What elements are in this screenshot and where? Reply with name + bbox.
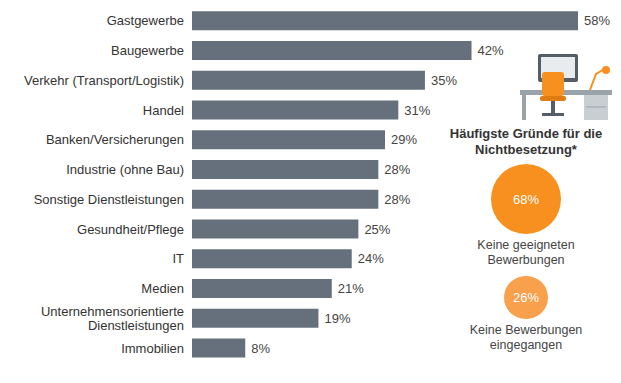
svg-text:28%: 28% bbox=[384, 192, 410, 207]
svg-text:Verkehr (Transport/Logistik): Verkehr (Transport/Logistik) bbox=[24, 73, 184, 88]
html-text:Keine Bewerbungen eingegangen: Keine Bewerbungen eingegangen bbox=[469, 323, 583, 353]
svg-text:Handel: Handel bbox=[143, 103, 184, 118]
svg-text:19%: 19% bbox=[324, 311, 350, 326]
svg-text:Industrie (ohne Bau): Industrie (ohne Bau) bbox=[66, 162, 184, 177]
svg-text:35%: 35% bbox=[431, 73, 457, 88]
svg-text:Sonstige Dienstleistungen: Sonstige Dienstleistungen bbox=[34, 192, 184, 207]
svg-text:IT: IT bbox=[172, 251, 184, 266]
svg-text:58%: 58% bbox=[584, 13, 610, 28]
html-text:Keine geeigneten Bewerbungen: Keine geeigneten Bewerbungen bbox=[477, 238, 575, 268]
svg-text:Baugewerbe: Baugewerbe bbox=[111, 43, 184, 58]
svg-text:8%: 8% bbox=[251, 341, 270, 356]
svg-text:24%: 24% bbox=[358, 251, 384, 266]
html-text:Häufigste Gründe für die Nicht: Häufigste Gründe für die Nichtbesetzung* bbox=[449, 126, 603, 157]
svg-text:Immobilien: Immobilien bbox=[121, 341, 184, 356]
svg-text:29%: 29% bbox=[391, 132, 417, 147]
svg-text:21%: 21% bbox=[338, 281, 364, 296]
svg-text:Medien: Medien bbox=[141, 281, 184, 296]
svg-text:25%: 25% bbox=[364, 222, 390, 237]
svg-text:31%: 31% bbox=[404, 103, 430, 118]
svg-text:28%: 28% bbox=[384, 162, 410, 177]
svg-text:Gastgewerbe: Gastgewerbe bbox=[107, 13, 184, 28]
html-text:26%: 26% bbox=[513, 290, 539, 306]
svg-text:Gesundheit/Pflege: Gesundheit/Pflege bbox=[77, 222, 184, 237]
html-text:68%: 68% bbox=[513, 191, 539, 207]
svg-text:UnternehmensorientierteDienstl: UnternehmensorientierteDienstleistungen bbox=[41, 304, 184, 333]
svg-text:42%: 42% bbox=[478, 43, 504, 58]
svg-text:Banken/Versicherungen: Banken/Versicherungen bbox=[46, 132, 184, 147]
